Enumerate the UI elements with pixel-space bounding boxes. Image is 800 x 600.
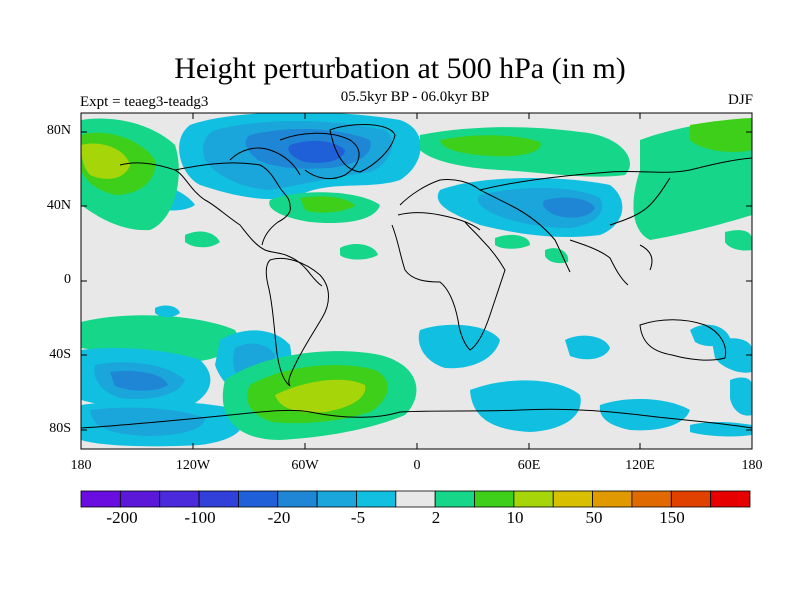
colorbar-swatch xyxy=(434,490,475,508)
lon-label: 0 xyxy=(413,458,421,473)
experiment-label: Expt = teaeg3-teadg3 xyxy=(80,94,209,110)
colorbar-label: -200 xyxy=(106,508,138,527)
colorbar-swatch xyxy=(119,490,161,508)
lat-label: 80N xyxy=(46,123,71,138)
lat-label: 0 xyxy=(64,272,71,287)
map-subtitle: 05.5kyr BP - 06.0kyr BP xyxy=(340,89,490,105)
colorbar xyxy=(80,490,751,508)
map-title: Height perturbation at 500 hPa (in m) xyxy=(174,52,626,85)
colorbar-label: 50 xyxy=(585,508,603,527)
coastline-layer xyxy=(81,124,752,429)
lon-label: 60W xyxy=(291,458,319,473)
colorbar-swatch xyxy=(710,490,751,508)
colorbar-swatch xyxy=(277,490,318,508)
lon-label: 120W xyxy=(175,458,211,473)
colorbar-swatch xyxy=(198,490,239,508)
colorbar-label: -100 xyxy=(184,508,216,527)
colorbar-swatch xyxy=(238,490,279,508)
colorbar-swatch xyxy=(670,490,712,508)
colorbar-swatch xyxy=(80,490,121,508)
colorbar-swatch xyxy=(552,490,593,508)
colorbar-label: -20 xyxy=(267,508,291,527)
season-label: DJF xyxy=(727,92,753,108)
lon-label: 180 xyxy=(70,458,92,473)
lat-label: 40S xyxy=(49,347,71,362)
colorbar-swatch xyxy=(159,490,200,508)
lat-label: 80S xyxy=(49,421,71,436)
colorbar-label: 2 xyxy=(431,508,441,527)
colorbar-swatch xyxy=(474,490,515,508)
colorbar-swatch xyxy=(513,490,554,508)
colorbar-swatch xyxy=(631,490,672,508)
lon-label: 120E xyxy=(625,458,655,473)
colorbar-swatch xyxy=(356,490,397,508)
colorbar-swatch xyxy=(395,490,436,508)
colorbar-label: 150 xyxy=(659,508,685,527)
colorbar-label: -5 xyxy=(350,508,366,527)
lon-label: 180 xyxy=(741,458,763,473)
map-ticks xyxy=(81,113,752,449)
colorbar-swatch xyxy=(316,490,357,508)
lon-label: 60E xyxy=(517,458,541,473)
colorbar-label: 10 xyxy=(506,508,524,527)
colorbar-swatch xyxy=(592,490,633,508)
lat-label: 40N xyxy=(46,198,71,213)
